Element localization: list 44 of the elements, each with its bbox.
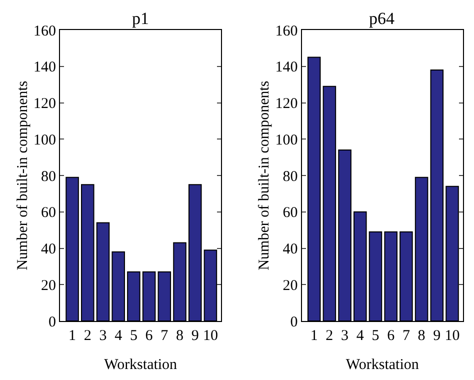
y-tick-label: 60 bbox=[41, 205, 56, 222]
y-tick-label: 120 bbox=[34, 96, 56, 112]
x-axis-title: Workstation bbox=[104, 357, 178, 373]
x-tick-label: 9 bbox=[433, 328, 441, 344]
y-tick-label: 80 bbox=[282, 168, 298, 185]
x-tick-label: 1 bbox=[310, 328, 318, 344]
chart-title: p1 bbox=[132, 9, 149, 28]
x-tick-label: 5 bbox=[130, 328, 138, 344]
x-tick-label: 3 bbox=[341, 328, 349, 344]
x-tick-label: 4 bbox=[356, 328, 364, 344]
x-tick-label: 3 bbox=[99, 328, 107, 344]
x-tick-label: 10 bbox=[202, 328, 218, 344]
x-tick-label: 7 bbox=[160, 328, 169, 344]
x-tick-label: 4 bbox=[114, 328, 123, 344]
x-tick-label: 8 bbox=[176, 328, 184, 344]
y-tick-label: 140 bbox=[34, 60, 56, 76]
chart-title: p64 bbox=[369, 9, 395, 28]
y-tick-label: 160 bbox=[275, 23, 298, 40]
y-tick-label: 20 bbox=[282, 278, 298, 294]
y-tick-label: 160 bbox=[34, 23, 56, 40]
y-axis-title: Number of built-in components bbox=[256, 80, 273, 270]
x-tick-label: 2 bbox=[326, 328, 334, 344]
x-tick-label: 9 bbox=[191, 328, 199, 344]
y-tick-label: 120 bbox=[275, 96, 298, 112]
x-tick-label: 6 bbox=[387, 328, 396, 344]
y-tick-label: 0 bbox=[48, 314, 56, 330]
y-tick-label: 100 bbox=[34, 132, 56, 148]
x-tick-label: 2 bbox=[84, 328, 92, 344]
x-tick-label: 1 bbox=[68, 328, 76, 344]
x-tick-label: 8 bbox=[418, 328, 426, 344]
y-tick-label: 40 bbox=[282, 242, 298, 258]
x-tick-label: 7 bbox=[402, 328, 410, 344]
y-tick-label: 100 bbox=[275, 132, 298, 148]
y-tick-label: 60 bbox=[282, 205, 298, 222]
x-axis-title: Workstation bbox=[346, 357, 420, 373]
x-tick-label: 6 bbox=[145, 328, 154, 344]
x-tick-label: 5 bbox=[372, 328, 380, 344]
x-tick-label: 10 bbox=[444, 328, 460, 344]
y-axis-title: Number of built-in components bbox=[14, 80, 31, 270]
y-tick-label: 40 bbox=[41, 242, 56, 258]
y-tick-label: 0 bbox=[290, 314, 298, 330]
y-tick-label: 80 bbox=[41, 168, 56, 185]
y-tick-label: 140 bbox=[275, 60, 298, 76]
y-tick-label: 20 bbox=[41, 278, 56, 294]
